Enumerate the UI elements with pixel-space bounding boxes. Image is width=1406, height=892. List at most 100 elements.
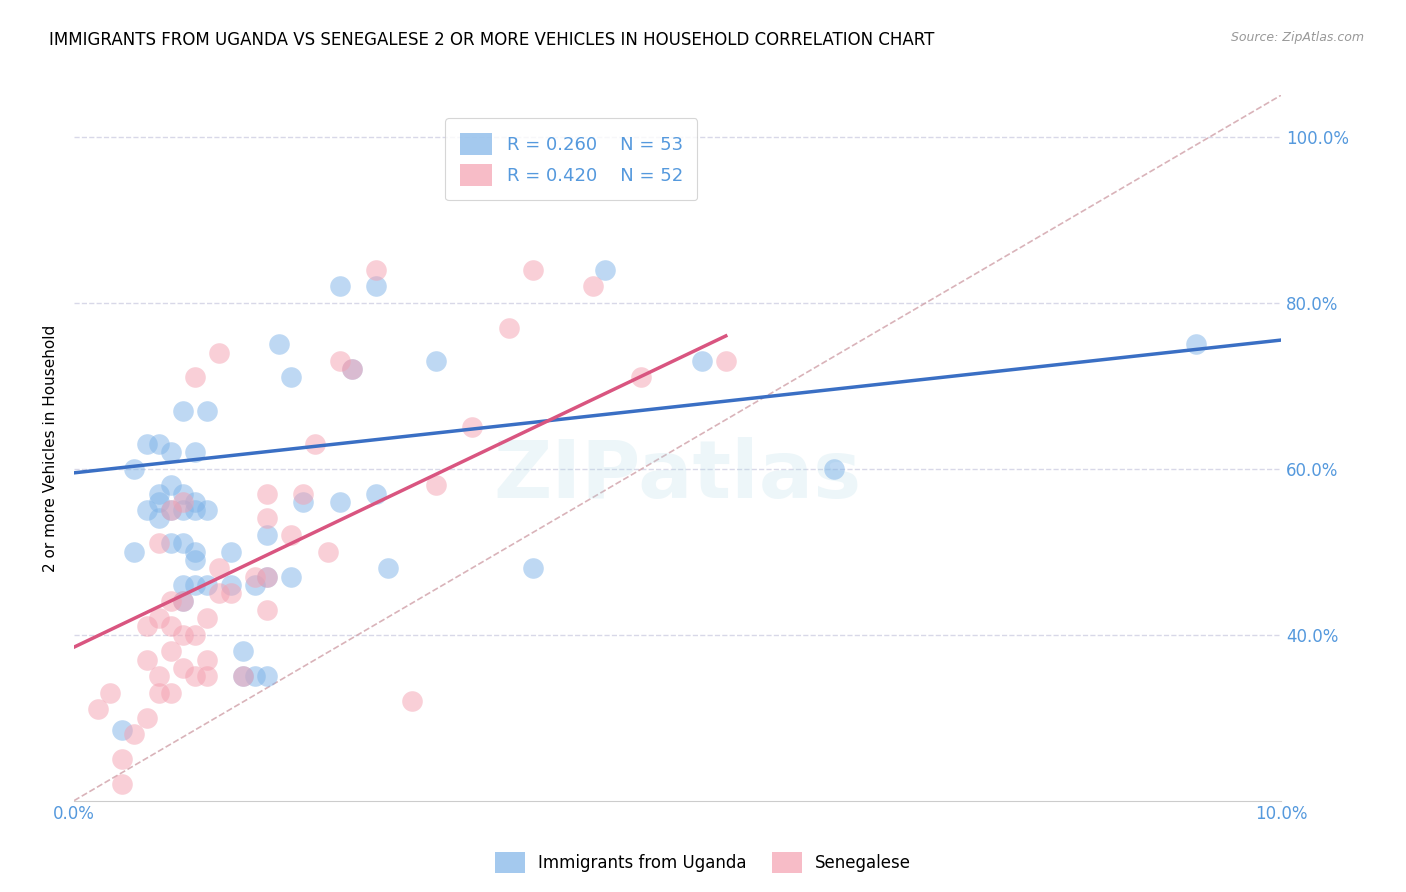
Point bbox=[87, 702, 110, 716]
Point bbox=[243, 669, 266, 683]
Point bbox=[184, 370, 207, 384]
Point bbox=[280, 569, 302, 583]
Point bbox=[184, 578, 207, 592]
Point bbox=[135, 437, 157, 451]
Point bbox=[184, 495, 207, 509]
Point bbox=[195, 611, 218, 625]
Point bbox=[172, 486, 194, 500]
Point bbox=[329, 354, 352, 368]
Point bbox=[172, 536, 194, 550]
Point bbox=[172, 578, 194, 592]
Point bbox=[219, 578, 242, 592]
Point bbox=[292, 495, 315, 509]
Point bbox=[195, 669, 218, 683]
Text: Source: ZipAtlas.com: Source: ZipAtlas.com bbox=[1230, 31, 1364, 45]
Point bbox=[184, 445, 207, 459]
Point bbox=[148, 611, 170, 625]
Point bbox=[195, 652, 218, 666]
Y-axis label: 2 or more Vehicles in Household: 2 or more Vehicles in Household bbox=[44, 325, 58, 572]
Point bbox=[823, 461, 845, 475]
Point bbox=[232, 644, 254, 658]
Legend: R = 0.260    N = 53, R = 0.420    N = 52: R = 0.260 N = 53, R = 0.420 N = 52 bbox=[446, 119, 697, 201]
Point bbox=[329, 495, 352, 509]
Point bbox=[172, 594, 194, 608]
Point bbox=[148, 669, 170, 683]
Point bbox=[159, 503, 181, 517]
Point bbox=[135, 711, 157, 725]
Point bbox=[256, 569, 278, 583]
Point bbox=[148, 686, 170, 700]
Point bbox=[232, 669, 254, 683]
Point bbox=[280, 528, 302, 542]
Point bbox=[159, 644, 181, 658]
Point bbox=[401, 694, 423, 708]
Point bbox=[159, 594, 181, 608]
Point bbox=[690, 354, 713, 368]
Legend: Immigrants from Uganda, Senegalese: Immigrants from Uganda, Senegalese bbox=[488, 846, 918, 880]
Point bbox=[243, 578, 266, 592]
Point bbox=[377, 561, 399, 575]
Point bbox=[208, 561, 231, 575]
Point bbox=[280, 370, 302, 384]
Point bbox=[111, 723, 134, 737]
Point bbox=[148, 495, 170, 509]
Point bbox=[582, 279, 605, 293]
Point bbox=[159, 478, 181, 492]
Point bbox=[232, 669, 254, 683]
Text: ZIPatlas: ZIPatlas bbox=[494, 437, 862, 516]
Point bbox=[243, 569, 266, 583]
Point bbox=[184, 627, 207, 641]
Point bbox=[256, 669, 278, 683]
Point bbox=[256, 603, 278, 617]
Point bbox=[256, 486, 278, 500]
Point bbox=[195, 403, 218, 417]
Point bbox=[304, 437, 326, 451]
Point bbox=[208, 586, 231, 600]
Point bbox=[498, 320, 520, 334]
Point bbox=[522, 262, 544, 277]
Point bbox=[364, 486, 387, 500]
Point bbox=[340, 362, 363, 376]
Point bbox=[184, 553, 207, 567]
Point bbox=[135, 503, 157, 517]
Point bbox=[340, 362, 363, 376]
Point bbox=[172, 503, 194, 517]
Point bbox=[124, 727, 146, 741]
Point bbox=[364, 262, 387, 277]
Point bbox=[124, 461, 146, 475]
Point bbox=[269, 337, 291, 351]
Point bbox=[135, 652, 157, 666]
Point bbox=[219, 544, 242, 558]
Point bbox=[256, 569, 278, 583]
Point bbox=[159, 536, 181, 550]
Point bbox=[195, 578, 218, 592]
Point bbox=[630, 370, 652, 384]
Point bbox=[461, 420, 484, 434]
Point bbox=[316, 544, 339, 558]
Point bbox=[124, 544, 146, 558]
Point bbox=[111, 777, 134, 791]
Text: IMMIGRANTS FROM UGANDA VS SENEGALESE 2 OR MORE VEHICLES IN HOUSEHOLD CORRELATION: IMMIGRANTS FROM UGANDA VS SENEGALESE 2 O… bbox=[49, 31, 935, 49]
Point bbox=[208, 345, 231, 359]
Point bbox=[425, 478, 447, 492]
Point bbox=[714, 354, 737, 368]
Point bbox=[148, 437, 170, 451]
Point bbox=[329, 279, 352, 293]
Point bbox=[135, 619, 157, 633]
Point bbox=[195, 503, 218, 517]
Point bbox=[219, 586, 242, 600]
Point bbox=[425, 354, 447, 368]
Point bbox=[159, 445, 181, 459]
Point bbox=[159, 619, 181, 633]
Point bbox=[98, 686, 121, 700]
Point bbox=[364, 279, 387, 293]
Point bbox=[522, 561, 544, 575]
Point bbox=[1185, 337, 1208, 351]
Point bbox=[172, 661, 194, 675]
Point bbox=[148, 486, 170, 500]
Point bbox=[256, 511, 278, 525]
Point bbox=[172, 627, 194, 641]
Point bbox=[148, 536, 170, 550]
Point bbox=[184, 544, 207, 558]
Point bbox=[111, 752, 134, 766]
